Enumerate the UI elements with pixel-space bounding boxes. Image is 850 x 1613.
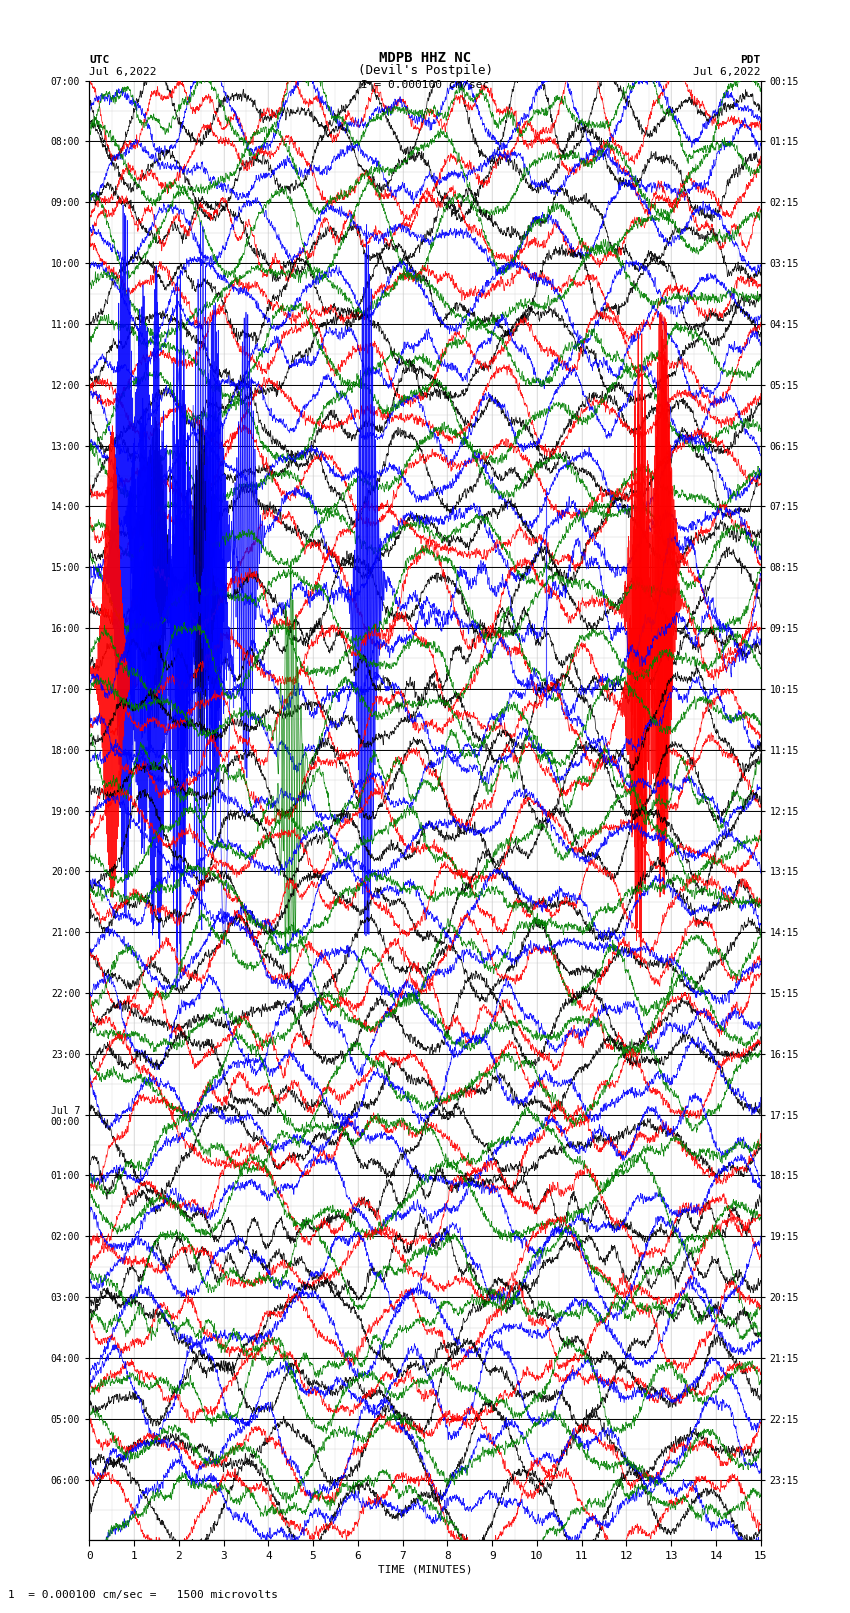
Text: 1  = 0.000100 cm/sec =   1500 microvolts: 1 = 0.000100 cm/sec = 1500 microvolts (8, 1590, 279, 1600)
Text: MDPB HHZ NC: MDPB HHZ NC (379, 50, 471, 65)
Text: PDT: PDT (740, 55, 761, 65)
Text: (Devil's Postpile): (Devil's Postpile) (358, 65, 492, 77)
Text: UTC: UTC (89, 55, 110, 65)
Text: I = 0.000100 cm/sec: I = 0.000100 cm/sec (361, 81, 489, 90)
X-axis label: TIME (MINUTES): TIME (MINUTES) (377, 1565, 473, 1574)
Text: Jul 6,2022: Jul 6,2022 (694, 68, 761, 77)
Text: Jul 6,2022: Jul 6,2022 (89, 68, 156, 77)
